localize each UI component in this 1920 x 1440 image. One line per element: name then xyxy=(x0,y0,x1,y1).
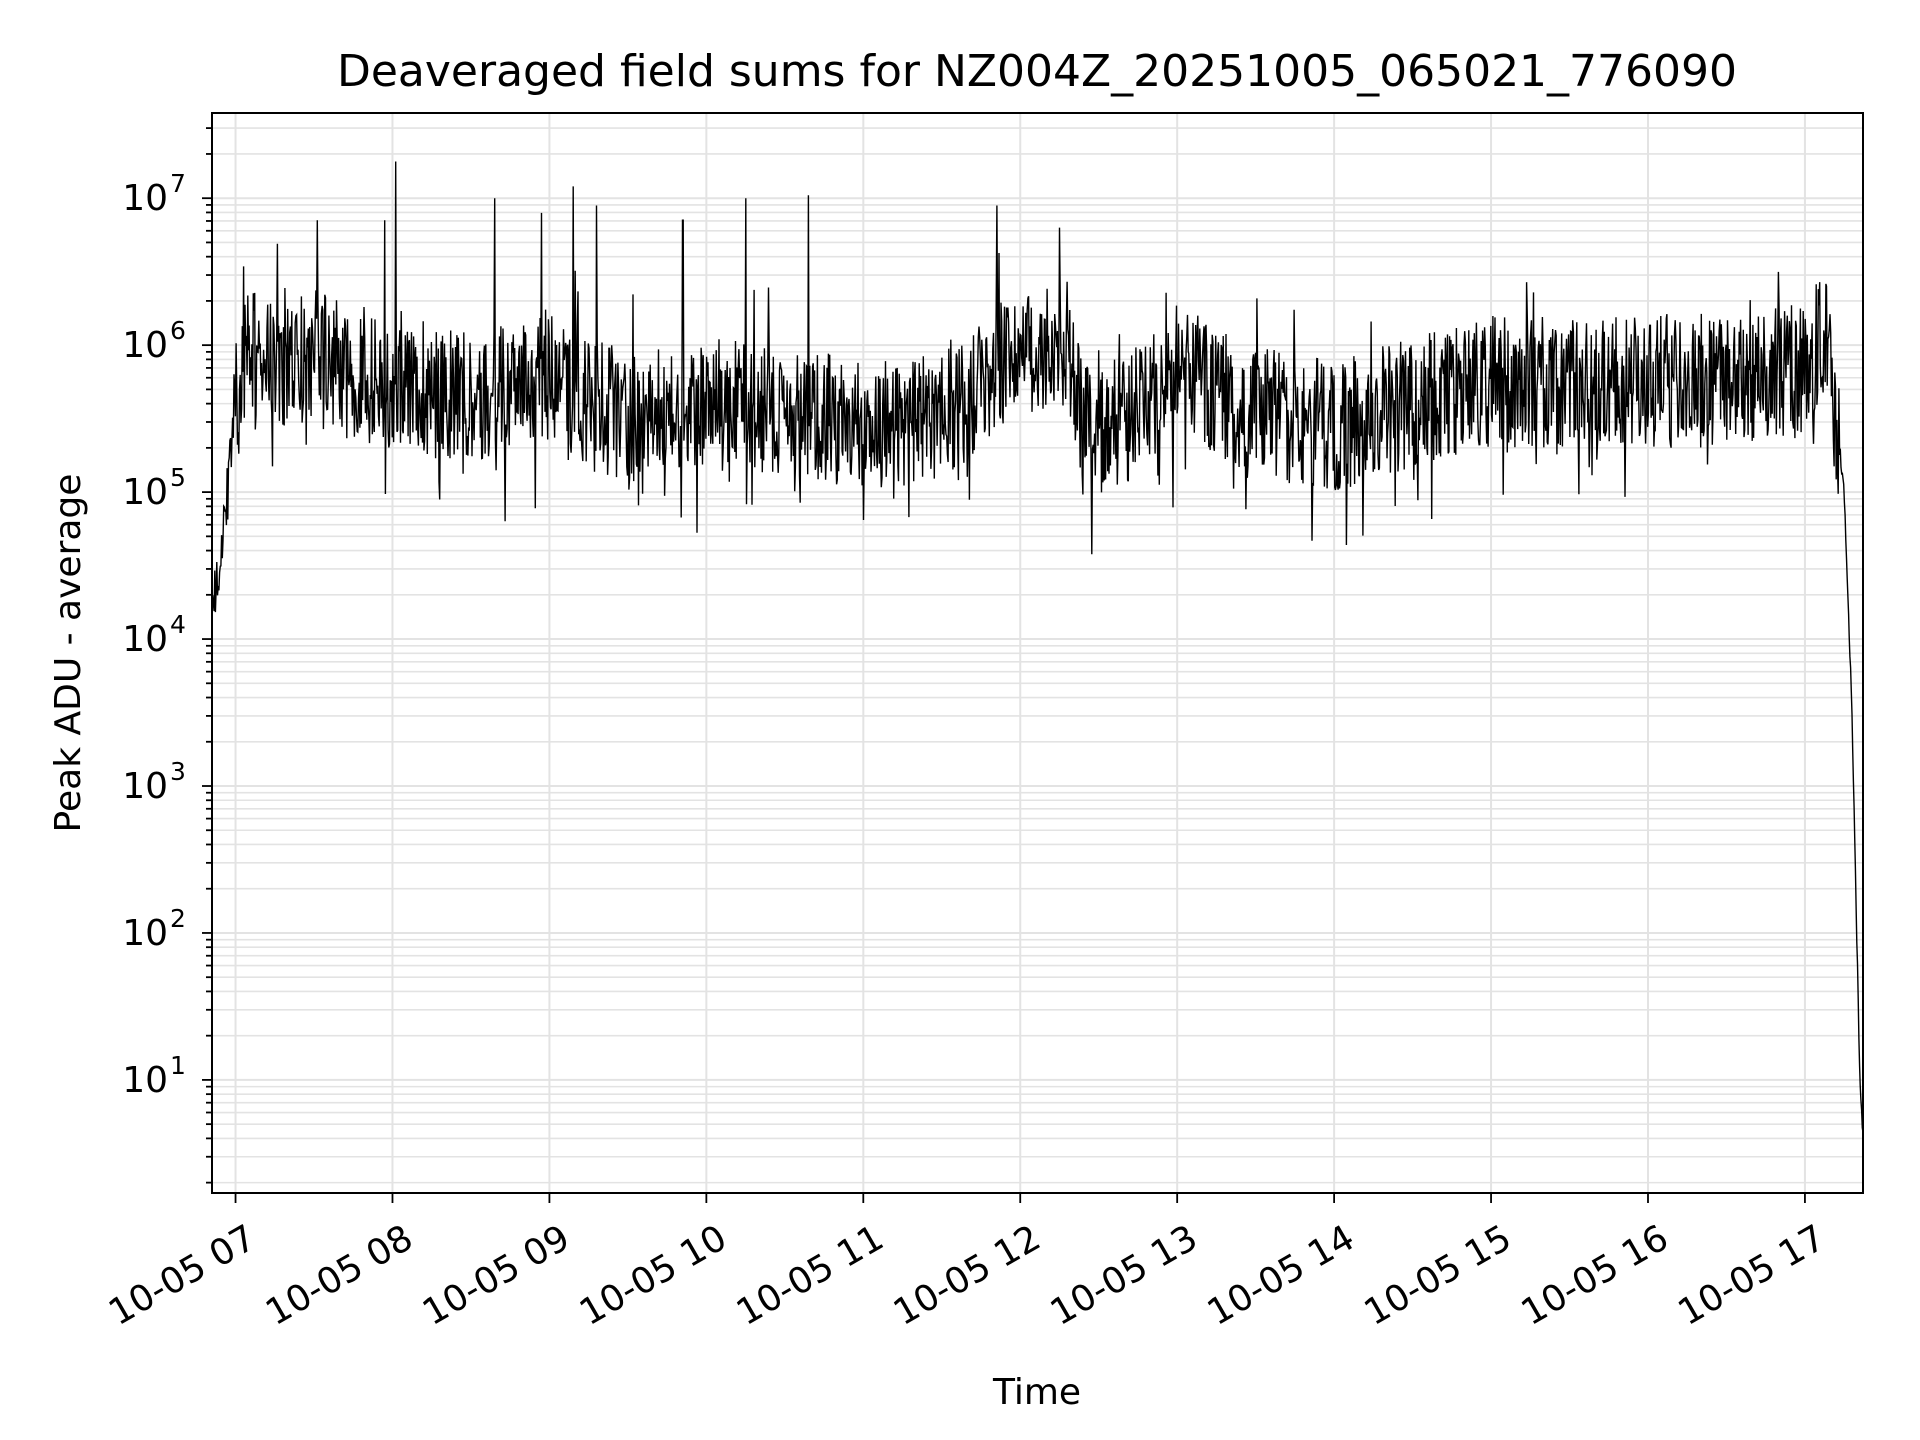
y-tick-exponent: 1 xyxy=(170,1051,186,1080)
y-tick-exponent: 4 xyxy=(170,610,186,639)
y-tick-exponent: 3 xyxy=(170,757,186,786)
series-line-field-sum xyxy=(211,161,1864,1133)
grid xyxy=(212,113,1863,1193)
y-tick-label: 10 xyxy=(122,766,168,807)
y-tick-exponent: 2 xyxy=(170,904,186,933)
y-tick-label: 10 xyxy=(122,178,168,219)
data-series xyxy=(211,161,1864,1133)
y-tick-label: 10 xyxy=(122,913,168,954)
y-tick-label: 10 xyxy=(122,1060,168,1101)
y-tick-exponent: 6 xyxy=(170,316,186,345)
y-tick-exponent: 5 xyxy=(170,463,186,492)
y-tick-label: 10 xyxy=(122,325,168,366)
y-tick-label: 10 xyxy=(122,619,168,660)
x-axis-label: Time xyxy=(992,1372,1081,1413)
chart-title: Deaveraged field sums for NZ004Z_2025100… xyxy=(337,46,1737,97)
y-tick-label: 10 xyxy=(122,472,168,513)
y-axis-label: Peak ADU - average xyxy=(48,474,89,833)
y-tick-exponent: 7 xyxy=(170,169,186,198)
